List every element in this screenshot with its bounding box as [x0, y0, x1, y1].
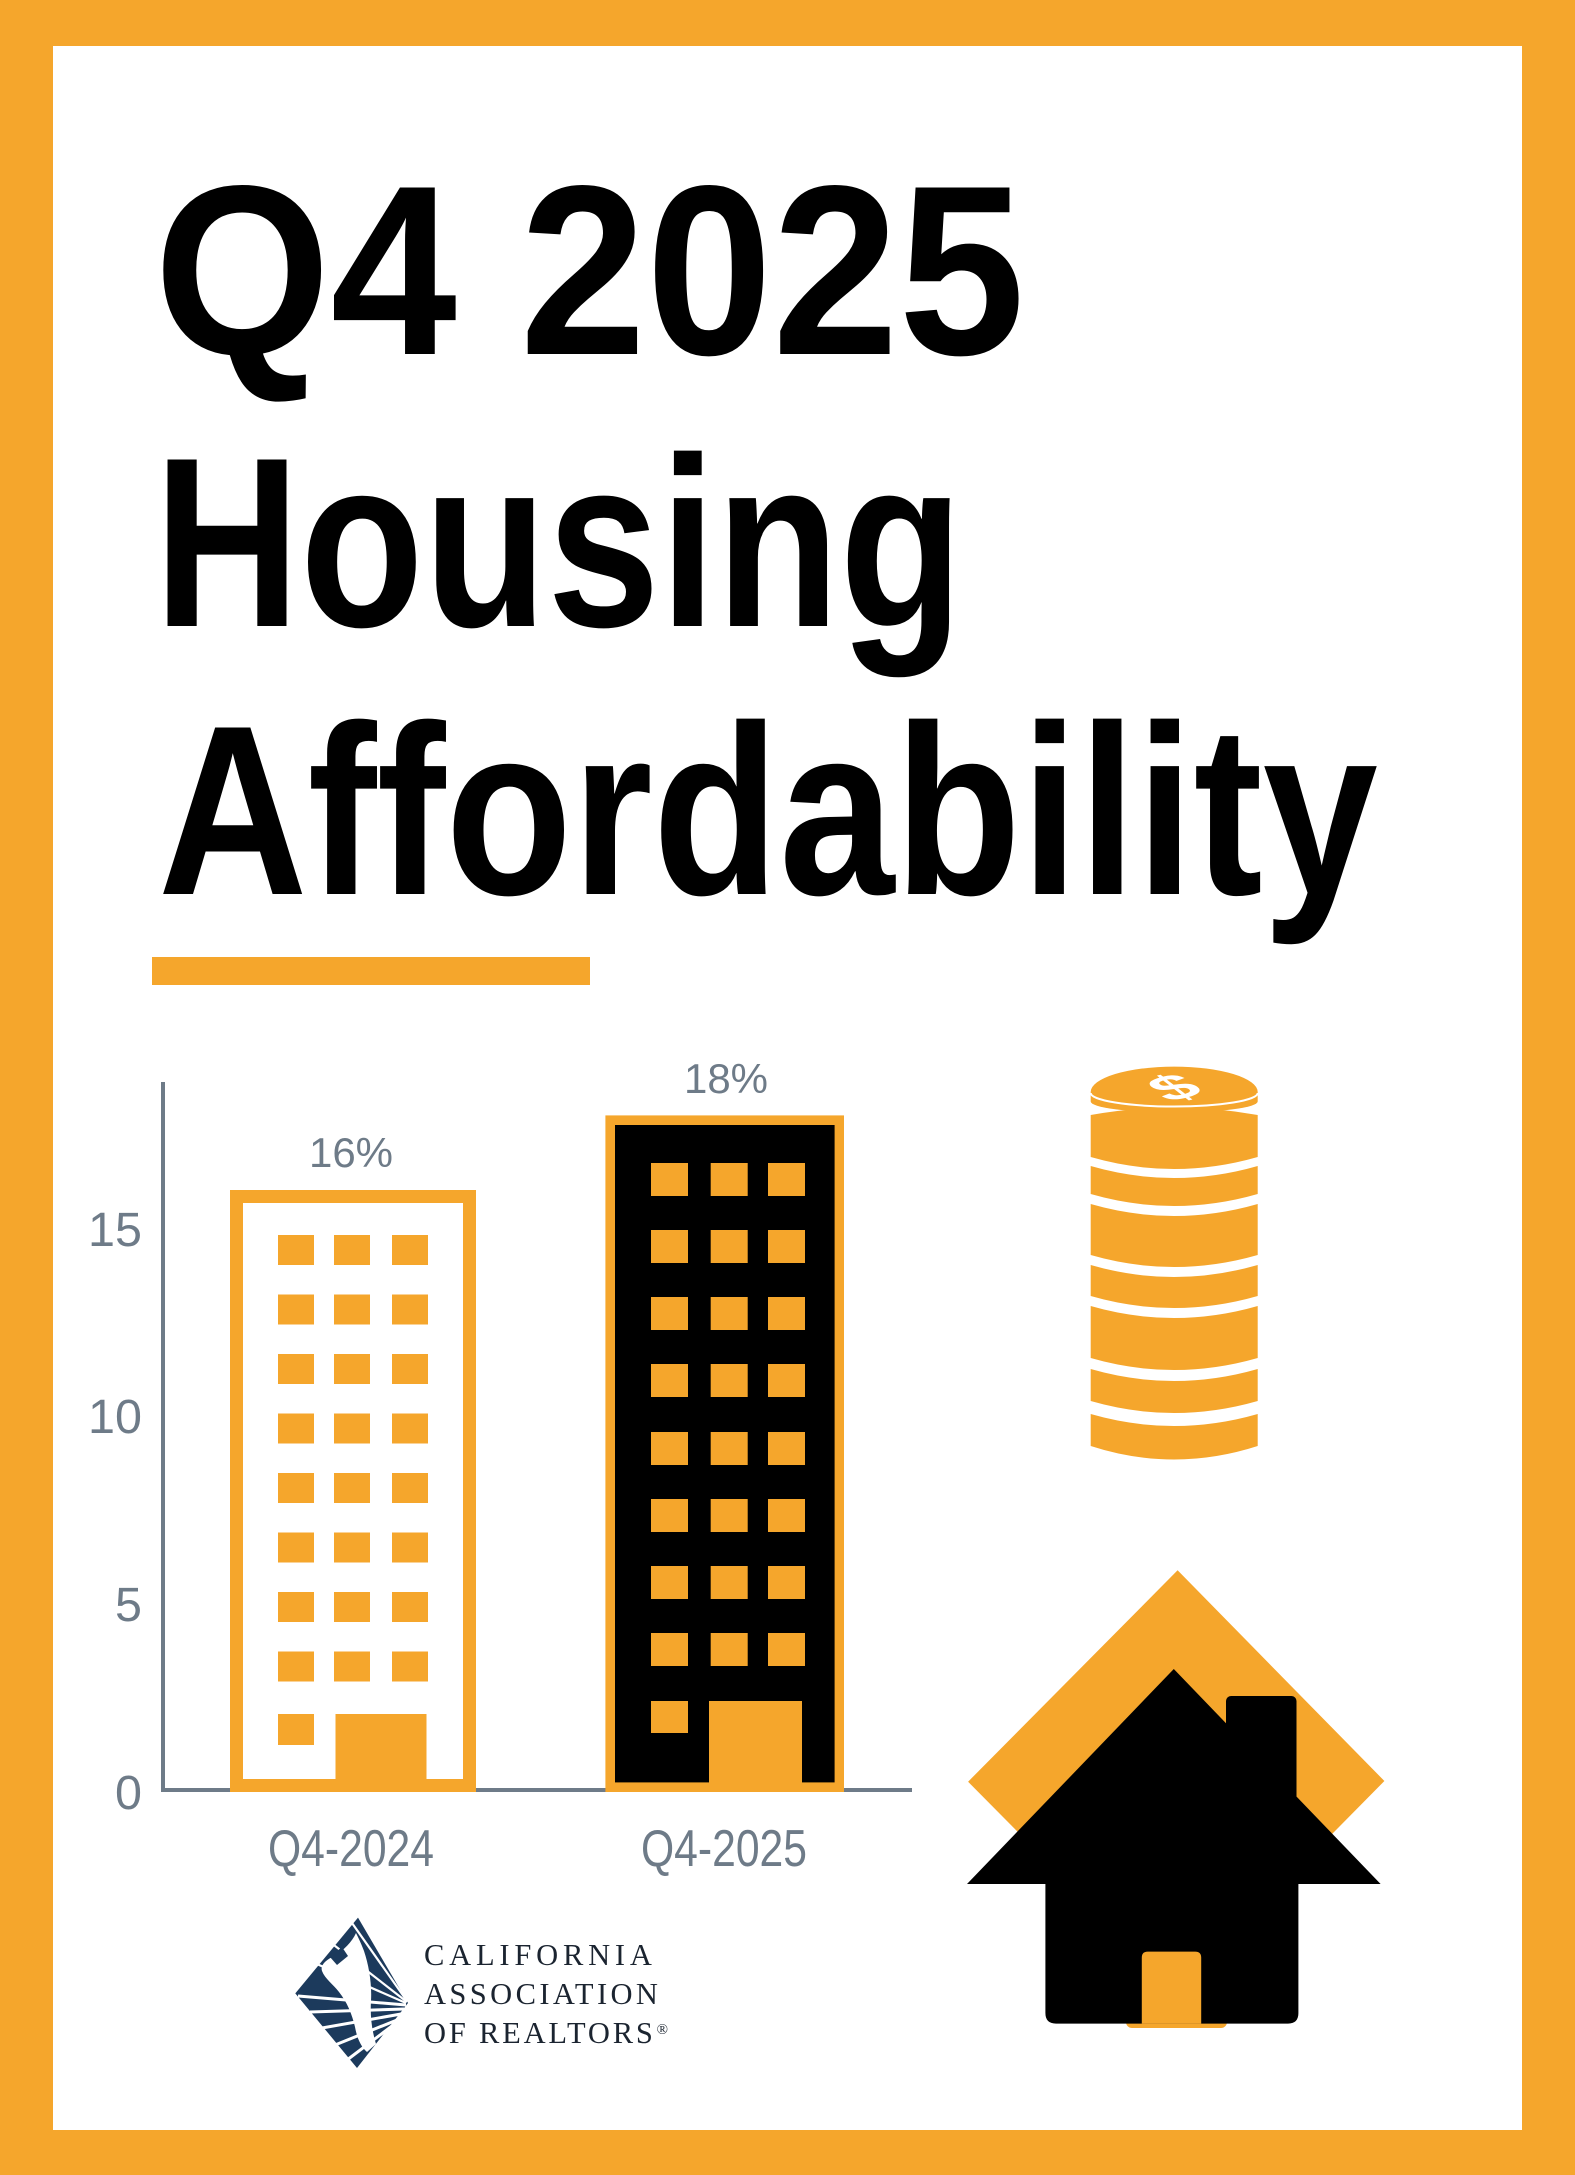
- svg-text:18%: 18%: [684, 1055, 768, 1102]
- svg-text:0: 0: [115, 1766, 142, 1820]
- svg-text:15: 15: [88, 1203, 142, 1257]
- svg-text:OF REALTORS®: OF REALTORS®: [424, 2016, 671, 2050]
- svg-text:ASSOCIATION: ASSOCIATION: [424, 1977, 661, 2011]
- svg-text:5: 5: [115, 1578, 142, 1632]
- svg-text:16%: 16%: [309, 1129, 393, 1176]
- svg-text:10: 10: [88, 1390, 142, 1444]
- svg-text:CALIFORNIA: CALIFORNIA: [424, 1938, 657, 1972]
- svg-text:Q4-2024: Q4-2024: [268, 1820, 434, 1878]
- svg-text:Q4-2025: Q4-2025: [641, 1820, 807, 1878]
